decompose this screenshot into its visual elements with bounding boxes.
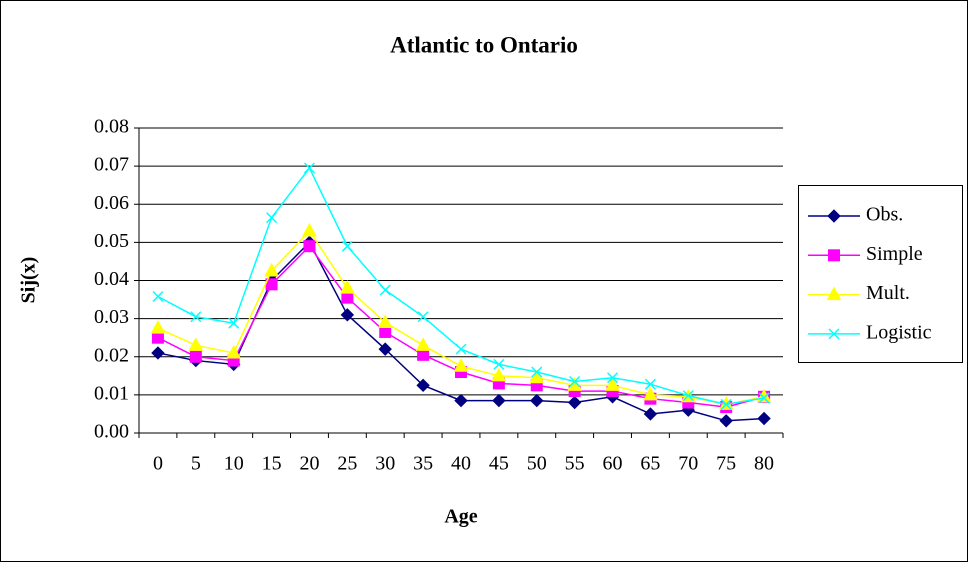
marker bbox=[188, 337, 204, 351]
y-tick-label: 0.03 bbox=[94, 306, 129, 328]
x-tick-label: 40 bbox=[451, 453, 471, 475]
marker bbox=[415, 337, 431, 351]
marker bbox=[340, 280, 355, 294]
marker bbox=[302, 222, 317, 237]
x-tick-label: 55 bbox=[565, 453, 585, 475]
x-tick-label: 5 bbox=[191, 453, 201, 475]
y-tick-label: 0.05 bbox=[94, 230, 129, 252]
marker bbox=[189, 350, 202, 363]
x-tick-label: 80 bbox=[754, 453, 774, 475]
marker bbox=[264, 262, 279, 277]
x-tick-label: 70 bbox=[678, 453, 698, 475]
x-tick-label: 35 bbox=[413, 453, 433, 475]
marker bbox=[377, 314, 393, 328]
y-tick-label: 0.02 bbox=[94, 344, 129, 366]
legend-box bbox=[798, 185, 963, 363]
y-tick-label: 0.07 bbox=[94, 154, 129, 176]
x-tick-label: 65 bbox=[640, 453, 660, 475]
marker bbox=[826, 286, 842, 301]
marker bbox=[303, 162, 316, 174]
marker bbox=[151, 346, 165, 360]
marker bbox=[226, 344, 242, 359]
marker bbox=[303, 240, 316, 253]
marker bbox=[606, 372, 619, 384]
marker bbox=[567, 395, 582, 410]
legend-label: Logistic bbox=[866, 321, 932, 343]
marker bbox=[151, 331, 164, 344]
marker bbox=[152, 290, 164, 303]
x-tick-label: 45 bbox=[489, 453, 509, 475]
marker bbox=[605, 377, 620, 391]
marker bbox=[758, 392, 770, 404]
marker bbox=[643, 386, 658, 401]
marker bbox=[720, 398, 732, 410]
marker bbox=[417, 348, 430, 361]
legend-label: Simple bbox=[866, 243, 923, 265]
marker bbox=[529, 369, 545, 384]
marker bbox=[682, 390, 694, 402]
legend-label: Obs. bbox=[866, 204, 903, 226]
marker bbox=[417, 311, 429, 323]
x-tick-label: 15 bbox=[262, 453, 282, 475]
marker bbox=[492, 393, 506, 408]
x-tick-label: 60 bbox=[603, 453, 623, 475]
marker bbox=[341, 291, 354, 304]
chart-title: Atlantic to Ontario bbox=[390, 32, 578, 57]
marker bbox=[757, 411, 771, 426]
marker bbox=[190, 311, 202, 323]
x-tick-label: 20 bbox=[299, 453, 319, 475]
marker bbox=[266, 212, 278, 224]
y-tick-label: 0.01 bbox=[94, 382, 129, 404]
y-tick-label: 0.04 bbox=[94, 268, 129, 290]
x-axis-title: Age bbox=[444, 506, 477, 528]
legend-label: Mult. bbox=[866, 282, 910, 304]
marker bbox=[416, 378, 430, 393]
y-tick-label: 0.08 bbox=[94, 116, 129, 138]
x-tick-label: 30 bbox=[375, 453, 395, 475]
x-tick-label: 50 bbox=[527, 453, 547, 475]
marker bbox=[569, 376, 581, 388]
y-axis-title: Sij(x) bbox=[18, 257, 40, 304]
x-tick-label: 25 bbox=[337, 453, 357, 475]
marker bbox=[150, 320, 166, 334]
marker bbox=[379, 325, 392, 338]
marker bbox=[454, 393, 468, 408]
marker bbox=[493, 358, 505, 370]
marker bbox=[341, 240, 353, 252]
marker bbox=[828, 249, 840, 262]
marker bbox=[828, 328, 840, 340]
y-tick-label: 0.06 bbox=[94, 192, 129, 214]
marker bbox=[455, 343, 467, 355]
marker bbox=[827, 209, 841, 223]
marker bbox=[340, 308, 355, 322]
marker bbox=[719, 414, 733, 428]
x-tick-label: 0 bbox=[153, 453, 163, 475]
marker bbox=[530, 393, 544, 408]
marker bbox=[643, 407, 658, 421]
marker bbox=[453, 358, 469, 372]
x-tick-label: 10 bbox=[224, 453, 244, 475]
marker bbox=[531, 366, 543, 378]
marker bbox=[491, 367, 507, 382]
marker bbox=[644, 378, 656, 390]
marker bbox=[379, 284, 391, 296]
marker bbox=[378, 342, 392, 356]
marker bbox=[228, 317, 240, 329]
y-tick-label: 0.00 bbox=[94, 421, 129, 443]
x-tick-label: 75 bbox=[716, 453, 736, 475]
